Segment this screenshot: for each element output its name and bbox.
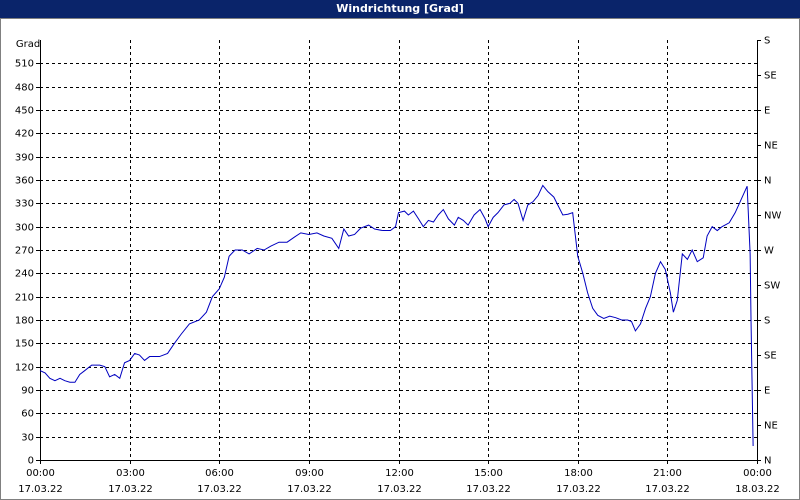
y-tick-label: 120 — [15, 363, 34, 374]
y-tick-label: 360 — [15, 176, 34, 187]
x-tick-label: 06:00 — [205, 468, 234, 479]
y-tick-label: 210 — [15, 293, 34, 304]
x-tick-label: 18:00 — [564, 468, 593, 479]
y2-tick-label: SW — [764, 281, 780, 292]
y2-tick-label: W — [764, 246, 774, 257]
plot-frame — [40, 40, 758, 461]
y2-tick-label: N — [764, 456, 771, 467]
y2-tick-label: SE — [764, 351, 777, 362]
y2-tick-label: NW — [764, 211, 781, 222]
y2-tick-label: S — [764, 316, 770, 327]
y-tick-label: 180 — [15, 316, 34, 327]
y-tick-label: 90 — [21, 386, 34, 397]
y-tick-label: 420 — [15, 129, 34, 140]
y-tick-label: 390 — [15, 153, 34, 164]
x-tick-date: 17.03.22 — [18, 484, 63, 495]
y-tick-label: 300 — [15, 223, 34, 234]
x-tick-label: 00:00 — [26, 468, 55, 479]
x-tick-date: 17.03.22 — [466, 484, 511, 495]
x-tick-label: 12:00 — [385, 468, 414, 479]
x-tick-label: 15:00 — [474, 468, 503, 479]
x-tick-date: 17.03.22 — [377, 484, 422, 495]
y-tick-label: 270 — [15, 246, 34, 257]
x-tick-label: 03:00 — [116, 468, 145, 479]
x-tick-label: 21:00 — [653, 468, 682, 479]
y2-tick-label: S — [764, 36, 770, 47]
x-tick-date: 17.03.22 — [556, 484, 601, 495]
y-tick-label: 480 — [15, 83, 34, 94]
y-tick-label: 510 — [15, 59, 34, 70]
y-tick-label: 330 — [15, 199, 34, 210]
y-tick-label: 0 — [28, 456, 34, 467]
y-tick-label: 150 — [15, 339, 34, 350]
title-bar — [0, 0, 800, 18]
x-tick-date: 17.03.22 — [645, 484, 690, 495]
y-tick-label: 60 — [21, 409, 34, 420]
y-tick-label: 30 — [21, 433, 34, 444]
x-tick-date: 17.03.22 — [108, 484, 153, 495]
data-line — [39, 184, 754, 447]
y2-tick-label: SE — [764, 71, 777, 82]
y2-tick-label: NE — [764, 141, 778, 152]
x-tick-date: 17.03.22 — [287, 484, 332, 495]
y-tick-label: 240 — [15, 269, 34, 280]
y2-tick-label: NE — [764, 421, 778, 432]
x-tick-label: 00:00 — [743, 468, 772, 479]
x-tick-date: 17.03.22 — [197, 484, 242, 495]
y2-tick-label: N — [764, 176, 771, 187]
y2-tick-label: E — [764, 386, 770, 397]
x-tick-label: 09:00 — [295, 468, 324, 479]
y2-tick-label: E — [764, 106, 770, 117]
x-tick-date: 18.03.22 — [735, 484, 780, 495]
chart-title: Windrichtung [Grad] — [336, 2, 464, 15]
y-axis-label: Grad — [16, 39, 40, 50]
y-tick-label: 450 — [15, 106, 34, 117]
